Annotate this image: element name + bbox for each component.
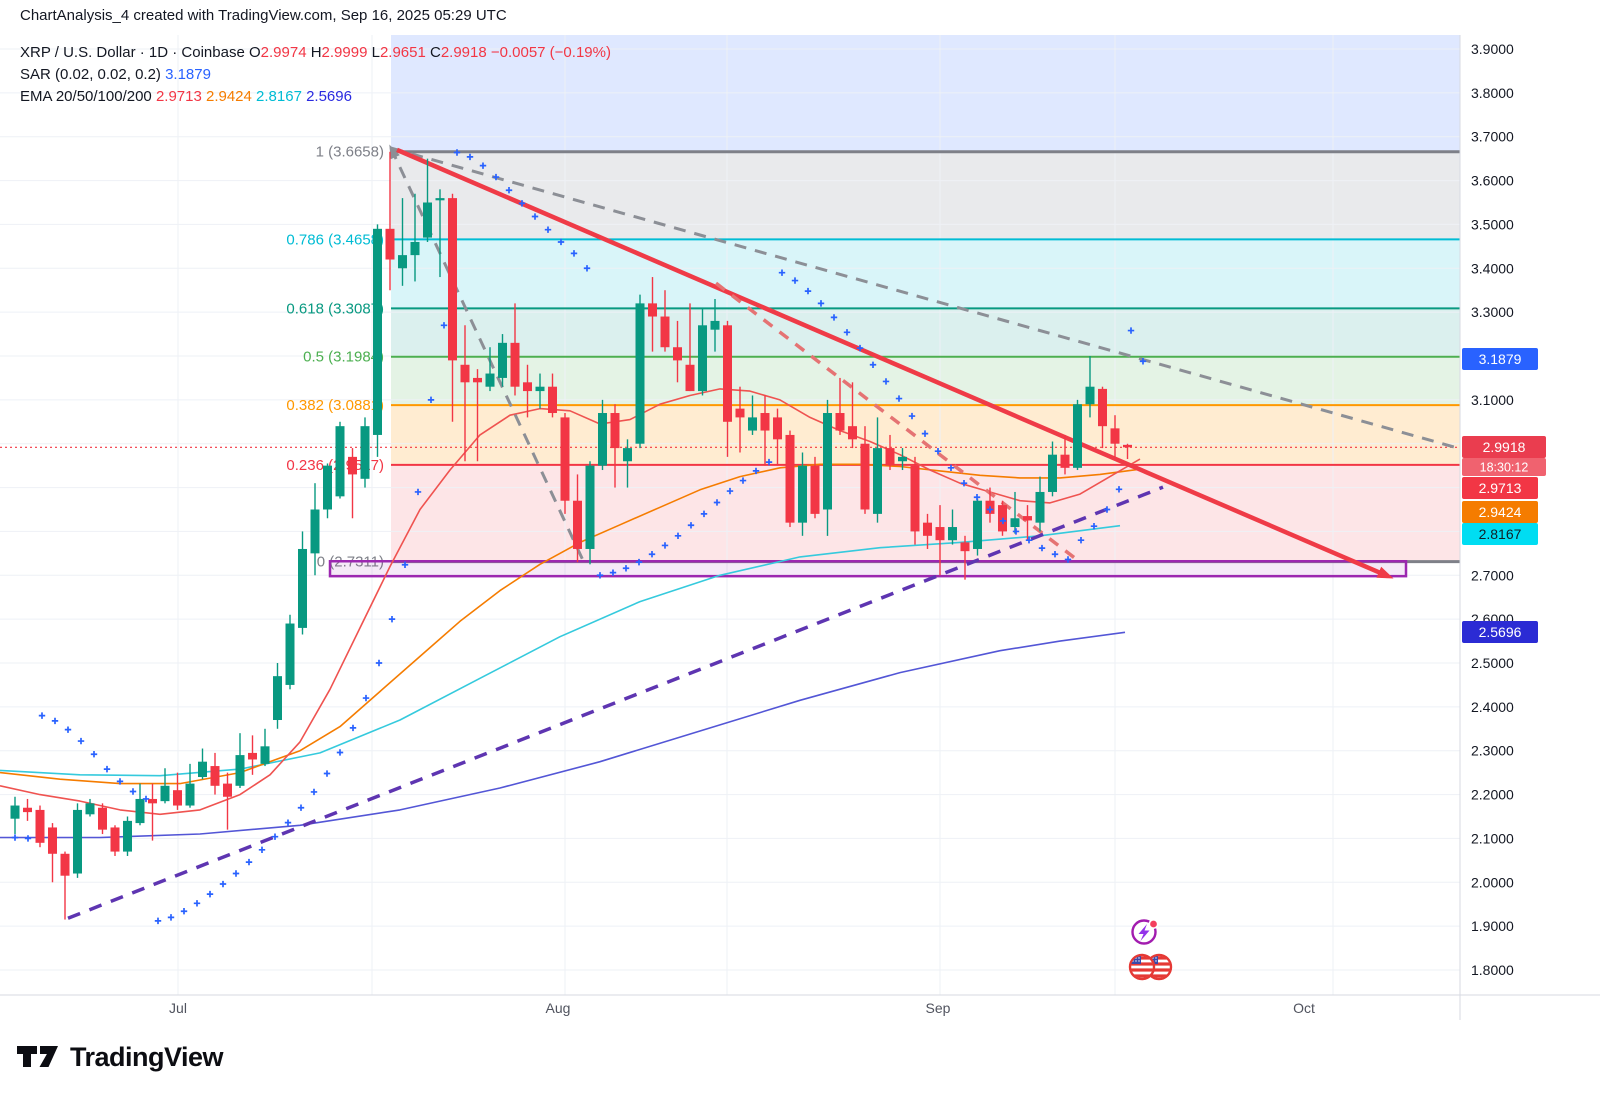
svg-text:3.1879: 3.1879 [1479,351,1522,367]
svg-text:3.7000: 3.7000 [1471,129,1514,145]
svg-text:3.1000: 3.1000 [1471,392,1514,408]
candlestick-series [10,151,1132,920]
svg-text:2.7000: 2.7000 [1471,567,1514,583]
lightning-icon [1131,918,1159,945]
header-bar: ChartAnalysis_4 created with TradingView… [0,0,1600,35]
svg-text:Oct: Oct [1293,1000,1315,1016]
svg-text:2.1000: 2.1000 [1471,830,1514,846]
price-axis[interactable]: 3.9000 3.8000 3.7000 3.6000 3.5000 3.4000 3.30… [1462,41,1546,978]
svg-text:2.9713: 2.9713 [1479,480,1522,496]
pane-borders [0,35,1600,1020]
svg-text:3.9000: 3.9000 [1471,41,1514,57]
ema-line-ema50 [0,463,1141,785]
legend[interactable]: XRP / U.S. Dollar · 1D · Coinbase O2.997… [20,44,611,105]
svg-text:3.4000: 3.4000 [1471,260,1514,276]
svg-text:2.5000: 2.5000 [1471,655,1514,671]
svg-text:2.9424: 2.9424 [1479,504,1522,520]
svg-text:0.5 (3.1984): 0.5 (3.1984) [303,349,384,366]
trendline-purple-uptrend [67,485,1164,920]
tradingview-brand-text: TradingView [70,1042,224,1072]
tradingview-logo[interactable]: TradingView [17,1042,224,1073]
svg-text:2.0000: 2.0000 [1471,874,1514,890]
svg-text:2.5696: 2.5696 [1479,624,1522,640]
ema-line-ema100 [0,524,1121,777]
legend-row3: EMA 20/50/100/200 2.9713 2.9424 2.8167 2… [20,88,352,105]
floating-icons[interactable] [1128,918,1173,981]
trendline-red-downtrend [396,147,1389,579]
us-flag-icon [1128,953,1156,981]
chart-pane[interactable]: 1 (3.6658) 0.786 (3.4658) 0.618 (3.3087) 0.… [0,35,1600,1021]
range-box-drawing[interactable] [328,559,1408,578]
svg-text:2.4000: 2.4000 [1471,699,1514,715]
svg-text:2.9918: 2.9918 [1483,439,1526,455]
svg-text:1.8000: 1.8000 [1471,962,1514,978]
tradingview-logo-icon [17,1045,58,1067]
page-title: ChartAnalysis_4 created with TradingView… [20,7,507,24]
sar-dots [11,149,1147,925]
svg-text:1.9000: 1.9000 [1471,918,1514,934]
svg-text:Aug: Aug [546,1000,571,1016]
svg-text:0.618 (3.3087): 0.618 (3.3087) [286,300,384,317]
trendline-drawings[interactable] [67,144,1459,920]
svg-text:3.5000: 3.5000 [1471,216,1514,232]
legend-row1: XRP / U.S. Dollar · 1D · Coinbase O2.997… [20,44,611,61]
svg-text:1 (3.6658): 1 (3.6658) [316,144,384,161]
svg-text:18:30:12: 18:30:12 [1480,461,1529,475]
footer-bar: TradingView [0,1020,1600,1103]
legend-row2: SAR (0.02, 0.02, 0.2) 3.1879 [20,66,211,83]
svg-text:Jul: Jul [169,1000,187,1016]
svg-text:3.8000: 3.8000 [1471,85,1514,101]
svg-text:2.3000: 2.3000 [1471,743,1514,759]
ema-line-ema200 [0,631,1126,839]
svg-text:0.786 (3.4658): 0.786 (3.4658) [286,231,384,248]
svg-text:0.236 (2.9517): 0.236 (2.9517) [286,457,384,474]
svg-text:3.6000: 3.6000 [1471,173,1514,189]
svg-text:3.3000: 3.3000 [1471,304,1514,320]
trendline-upper-channel [390,146,1459,450]
time-axis[interactable]: Jul Aug Sep Oct [169,1000,1315,1016]
svg-text:Sep: Sep [926,1000,951,1016]
svg-text:0.382 (3.0881): 0.382 (3.0881) [286,397,384,414]
price-chart[interactable]: 1 (3.6658) 0.786 (3.4658) 0.618 (3.3087) 0.… [0,35,1600,1020]
trendline-fib-baseline [389,147,585,562]
svg-text:2.8167: 2.8167 [1479,526,1522,542]
trendline-red-dashed-slope [714,281,1077,560]
svg-text:2.2000: 2.2000 [1471,787,1514,803]
